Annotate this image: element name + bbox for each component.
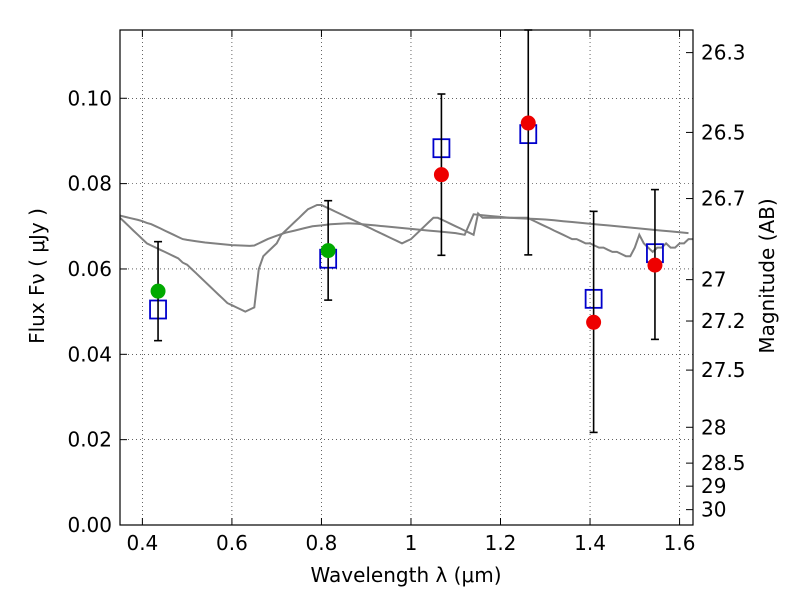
- y2-tick-label: 28: [701, 415, 726, 439]
- observed-circle-point: [320, 243, 336, 259]
- y2-tick-label: 30: [701, 498, 726, 522]
- grid: [120, 30, 693, 526]
- x-tick-label: 1: [405, 531, 418, 555]
- x-tick-label: 1.4: [574, 531, 606, 555]
- y2-axis-label: Magnitude (AB): [755, 198, 779, 353]
- y-tick-label: 0.00: [67, 513, 112, 537]
- y-tick-label: 0.08: [67, 172, 112, 196]
- y2-tick-label: 27.2: [701, 309, 746, 333]
- x-tick-label: 0.6: [216, 531, 248, 555]
- observed-circle-point: [520, 115, 536, 131]
- y-ticks: 0.00 0.02 0.04 0.06 0.08 0.10: [67, 86, 127, 537]
- spectrum-lines: [120, 204, 693, 313]
- y2-tick-label: 27.5: [701, 358, 746, 382]
- spectrum-line-2: [120, 213, 689, 247]
- y-axis-label: Flux Fν ( μJy ): [25, 208, 49, 344]
- observed-circle-point: [433, 167, 449, 183]
- x-tick-label: 1.2: [485, 531, 517, 555]
- x-tick-label: 0.4: [126, 531, 158, 555]
- y-tick-label: 0.06: [67, 257, 112, 281]
- observed-circle-point: [150, 283, 166, 299]
- y2-tick-label: 26.7: [701, 187, 746, 211]
- plot-frame: [119, 29, 694, 526]
- x-tick-label: 0.8: [306, 531, 338, 555]
- x-tick-label: 1.6: [664, 531, 696, 555]
- y2-tick-label: 26.3: [701, 41, 746, 65]
- x-axis-label: Wavelength λ (μm): [310, 563, 501, 587]
- y-tick-label: 0.04: [67, 342, 112, 366]
- y2-tick-label: 28.5: [701, 451, 746, 475]
- spectrum-line-1: [120, 204, 693, 313]
- y-tick-label: 0.10: [67, 86, 112, 110]
- photometry-points: [149, 29, 664, 434]
- observed-circle-point: [586, 314, 602, 330]
- y2-tick-label: 26.5: [701, 120, 746, 144]
- y2-tick-label: 27: [701, 268, 726, 292]
- y2-tick-label: 29: [701, 474, 726, 498]
- observed-circle-point: [647, 257, 663, 273]
- x-ticks: 0.4 0.6 0.8 1 1.2 1.4 1.6: [126, 30, 695, 555]
- y-tick-label: 0.02: [67, 428, 112, 452]
